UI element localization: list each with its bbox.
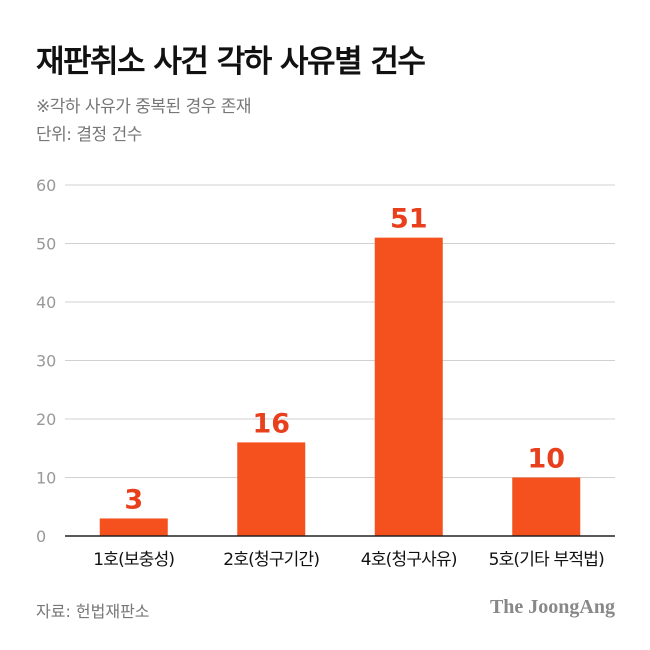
bar bbox=[99, 518, 168, 536]
y-tick-label: 40 bbox=[36, 293, 56, 312]
bar bbox=[237, 442, 306, 536]
x-tick-label: 4호(청구사유) bbox=[361, 550, 457, 570]
data-label: 16 bbox=[252, 408, 290, 439]
x-tick-label: 5호(기타 부적법) bbox=[489, 550, 604, 570]
data-label: 3 bbox=[124, 484, 143, 515]
chart-subtitle: ※각하 사유가 중복된 경우 존재 bbox=[36, 97, 252, 117]
source-label: 자료: 헌법재판소 bbox=[36, 602, 150, 621]
unit-label: 단위: 결정 건수 bbox=[36, 125, 142, 145]
y-tick-label: 0 bbox=[36, 527, 46, 546]
y-tick-label: 30 bbox=[36, 352, 56, 371]
y-tick-label: 50 bbox=[36, 235, 56, 254]
chart-title: 재판취소 사건 각하 사유별 건수 bbox=[36, 44, 426, 80]
bar bbox=[374, 237, 443, 536]
x-tick-label: 2호(청구기간) bbox=[223, 550, 319, 570]
bar bbox=[512, 477, 581, 536]
publisher-logo: The JoongAng bbox=[489, 596, 615, 618]
y-tick-label: 60 bbox=[36, 176, 56, 195]
y-tick-label: 20 bbox=[36, 410, 56, 429]
y-tick-label: 10 bbox=[36, 469, 56, 488]
data-label: 10 bbox=[527, 444, 565, 475]
data-label: 51 bbox=[390, 204, 428, 235]
x-tick-label: 1호(보충성) bbox=[93, 550, 174, 570]
